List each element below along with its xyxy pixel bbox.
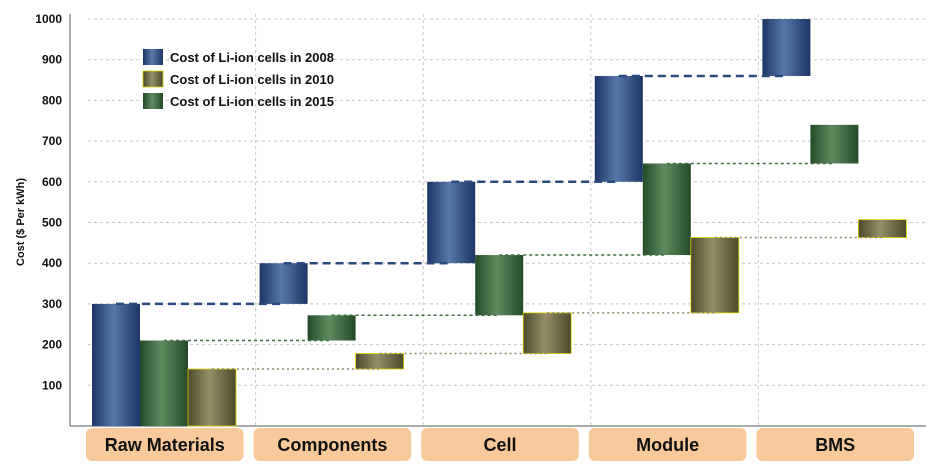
category-pill: [588, 428, 747, 461]
y-tick-label: 600: [42, 175, 62, 189]
y-tick-label: 400: [42, 256, 62, 270]
category-pill: [253, 428, 412, 461]
legend-label: Cost of Li-ion cells in 2010: [170, 72, 334, 87]
y-tick-label: 300: [42, 297, 62, 311]
y-tick-label: 800: [42, 93, 62, 107]
bar-cell-series-0: [427, 181, 476, 264]
bar-raw-materials-series-1: [187, 368, 237, 427]
gridlines: [88, 18, 926, 386]
y-tick-label: 200: [42, 338, 62, 352]
y-tick-labels: 100 200 300 400 500 600 700 800 900 1000: [35, 12, 62, 392]
legend-swatch: [142, 70, 164, 88]
bar-bms-series-1: [858, 219, 907, 238]
legend: Cost of Li-ion cells in 2008 Cost of Li-i…: [142, 49, 334, 109]
category-pill: [756, 428, 914, 461]
category-label: Raw Materials: [105, 435, 225, 455]
category-dividers: [255, 14, 759, 426]
bar-components-series-2: [307, 315, 356, 341]
bar-bms-series-2: [810, 124, 859, 164]
y-tick-label: 100: [42, 378, 62, 392]
bar-module-series-2: [642, 163, 691, 256]
legend-swatch: [143, 93, 163, 109]
category-pill: [86, 428, 244, 461]
category-label: Module: [636, 435, 699, 455]
bar-cell-series-1: [522, 312, 572, 354]
bar-components-series-1: [355, 353, 405, 370]
bar-bms-series-0: [762, 19, 811, 76]
y-tick-label: 700: [42, 134, 62, 148]
category-label: BMS: [815, 435, 855, 455]
bar-components-series-0: [259, 263, 308, 304]
legend-swatch: [143, 49, 163, 65]
legend-label: Cost of Li-ion cells in 2008: [170, 50, 334, 65]
category-label: Components: [277, 435, 387, 455]
y-axis-label: Cost ($ Per kWh): [15, 178, 27, 266]
bar-raw-materials-series-0: [92, 303, 140, 426]
connector-lines: [116, 74, 883, 370]
y-tick-label: 500: [42, 216, 62, 230]
y-tick-label: 900: [42, 53, 62, 67]
bar-cell-series-2: [475, 255, 524, 316]
bar-raw-materials-series-2: [140, 340, 188, 426]
category-labels: Raw Materials Components Cell Module BMS: [86, 428, 914, 461]
bars: [92, 19, 907, 427]
bar-module-series-0: [594, 75, 643, 182]
category-pill: [421, 428, 579, 461]
y-tick-label: 1000: [35, 12, 62, 26]
bar-module-series-1: [690, 237, 740, 314]
category-label: Cell: [483, 435, 516, 455]
legend-label: Cost of Li-ion cells in 2015: [170, 94, 334, 109]
